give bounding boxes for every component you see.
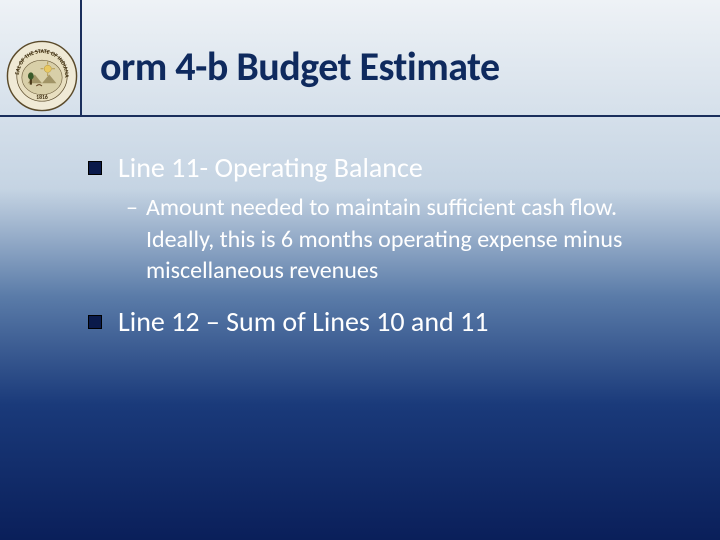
seal-year: 1816: [36, 94, 48, 101]
slide-title: orm 4-b Budget Estimate: [100, 42, 500, 91]
sub-bullet-marker: –: [126, 192, 138, 223]
bullet-text: Line 11- Operating Balance: [118, 150, 423, 186]
bullet-text: Line 12 – Sum of Lines 10 and 11: [118, 304, 488, 340]
header-divider-horizontal: [0, 115, 720, 117]
bullet-item: Line 12 – Sum of Lines 10 and 11: [88, 304, 680, 340]
header-divider-vertical: [80, 0, 82, 115]
sub-bullet-item: – Amount needed to maintain sufficient c…: [126, 192, 680, 286]
slide: SEAL OF THE STATE OF INDIANA 1816 orm 4-…: [0, 0, 720, 540]
bullet-marker-icon: [88, 315, 102, 329]
bullet-marker-icon: [88, 161, 102, 175]
slide-content: Line 11- Operating Balance – Amount need…: [88, 150, 680, 346]
sub-bullet-text: Amount needed to maintain sufficient cas…: [146, 192, 660, 286]
bullet-item: Line 11- Operating Balance: [88, 150, 680, 186]
state-seal-icon: SEAL OF THE STATE OF INDIANA 1816: [6, 40, 78, 112]
